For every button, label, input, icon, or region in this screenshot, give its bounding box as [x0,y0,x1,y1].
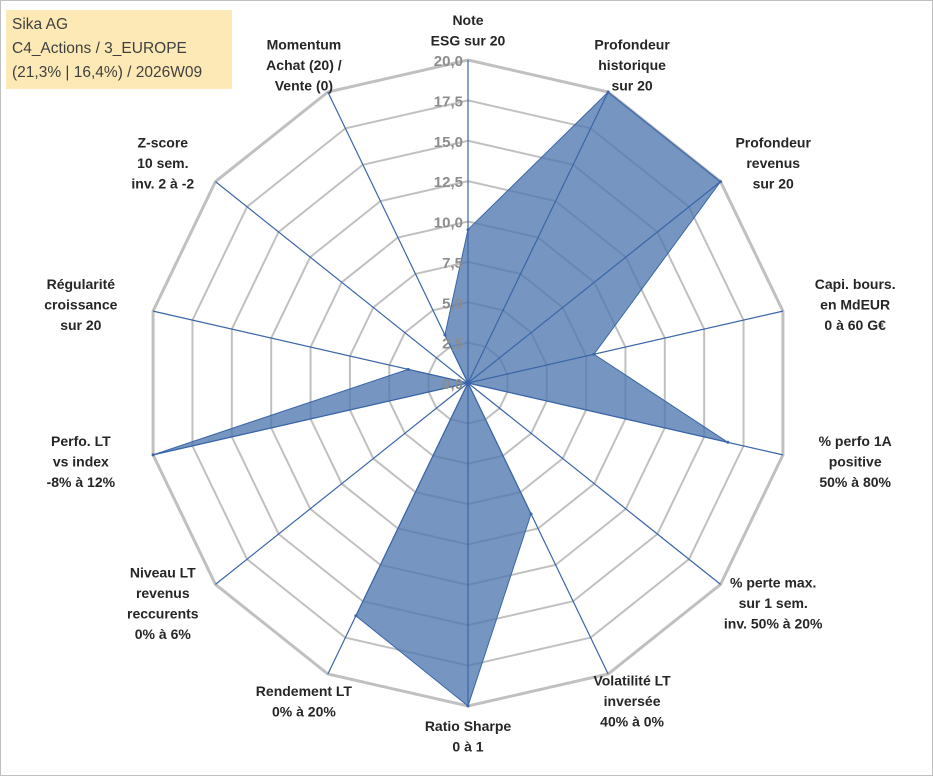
axis-label-line: inv. 2 à -2 [131,175,194,191]
axis-label-line: 0 à 1 [452,738,483,754]
axis-label-line: Note [452,12,483,28]
axis-label-3: Capi. bours. en MdEUR 0 à 60 G€ [815,276,896,333]
axis-label-line: Perfo. LT [51,433,111,449]
axis-label-line: sur 1 sem. [739,595,808,611]
axis-label-line: inversée [604,693,661,709]
tick-label-3: 7,5 [442,255,463,272]
axis-spoke-13 [327,91,469,384]
tick-label-0: 0,0 [442,376,463,393]
axis-label-line: 50% à 80% [819,474,891,490]
axis-label-line: vs index [53,454,109,470]
axis-label-0: Note ESG sur 20 [431,12,506,49]
axis-label-6: Volatilité LT inversée 40% à 0% [593,673,671,730]
axis-label-line: % perfo 1A [819,433,892,449]
info-line-company: Sika AG [12,16,68,33]
axis-spoke-12 [215,181,469,384]
axis-label-line: Régularité [47,276,116,292]
axis-label-8: Rendement LT 0% à 20% [256,683,353,720]
axis-label-line: reccurents [127,605,199,621]
label-layer: Note ESG sur 20 Profondeur historique sur 20… [44,12,895,755]
axis-label-1: Profondeur historique sur 20 [594,36,670,93]
axis-label-9: Niveau LT revenus reccurents 0% à 6% [127,564,199,642]
axis-label-12: Z-score 10 sem. inv. 2 à -2 [131,134,194,191]
axis-label-10: Perfo. LT vs index -8% à 12% [47,433,116,490]
axis-label-line: positive [829,454,882,470]
axis-label-line: Volatilité LT [593,673,671,689]
axis-spoke-5 [467,382,721,585]
axis-label-line: revenus [746,155,800,171]
tick-label-1: 2,5 [442,336,463,353]
info-line-stats: (21,3% | 16,4%) / 2026W09 [12,64,203,81]
axis-label-line: Profondeur [735,134,811,150]
axis-label-2: Profondeur revenus sur 20 [735,134,811,191]
axis-label-line: Profondeur [594,36,670,52]
axis-label-line: Ratio Sharpe [425,718,512,734]
axis-label-line: ESG sur 20 [431,32,506,48]
axis-label-line: Z-score [138,134,189,150]
axis-label-line: Rendement LT [256,683,353,699]
tick-label-2: 5,0 [442,295,463,312]
axis-spoke-9 [215,382,469,585]
tick-label-5: 12,5 [434,174,463,191]
axis-spoke-6 [467,382,609,675]
tick-label-4: 10,0 [434,215,463,232]
axis-label-line: Achat (20) / [266,57,342,73]
axis-label-line: inv. 50% à 20% [724,616,823,632]
axis-label-line: sur 20 [60,317,101,333]
axis-label-5: % perte max. sur 1 sem. inv. 50% à 20% [724,575,823,632]
tick-label-7: 17,5 [434,93,463,110]
axis-label-line: 40% à 0% [600,714,664,730]
axis-label-line: 0 à 60 G€ [824,317,886,333]
axis-label-11: Régularité croissance sur 20 [44,276,117,333]
axis-label-4: % perfo 1A positive 50% à 80% [819,433,892,490]
axis-spoke-2 [467,181,721,384]
axis-label-line: revenus [136,585,190,601]
axis-label-line: sur 20 [753,175,794,191]
info-line-category: C4_Actions / 3_EUROPE [12,40,187,57]
axis-label-line: en MdEUR [820,296,890,312]
tick-label-8: 20,0 [434,53,463,70]
axis-label-line: 0% à 6% [135,626,192,642]
axis-label-13: Momentum Achat (20) / Vente (0) [266,36,342,93]
axis-label-line: Capi. bours. [815,276,896,292]
axis-label-line: -8% à 12% [47,474,116,490]
axis-label-line: Niveau LT [130,564,196,580]
axis-label-line: Vente (0) [275,77,333,93]
axis-spoke-11 [152,310,469,384]
axis-label-7: Ratio Sharpe 0 à 1 [425,718,512,755]
axis-spoke-3 [467,310,784,384]
axis-label-line: Momentum [267,36,342,52]
axis-spoke-8 [327,382,469,675]
axis-label-line: 10 sem. [137,155,188,171]
axis-label-line: historique [598,57,666,73]
axis-label-line: % perte max. [730,575,816,591]
axis-label-line: sur 20 [611,77,652,93]
tick-layer: 0,0 2,5 5,0 7,5 10,0 12,5 15,0 17,5 20,0 [434,53,463,393]
axis-label-line: croissance [44,296,117,312]
axis-spoke-4 [467,382,784,456]
axis-spoke-10 [152,382,469,456]
info-box: Sika AG C4_Actions / 3_EUROPE (21,3% | 1… [6,10,232,89]
tick-label-6: 15,0 [434,134,463,151]
axis-spoke-1 [467,91,609,384]
axis-label-line: 0% à 20% [272,703,336,719]
spoke-layer [152,60,784,706]
